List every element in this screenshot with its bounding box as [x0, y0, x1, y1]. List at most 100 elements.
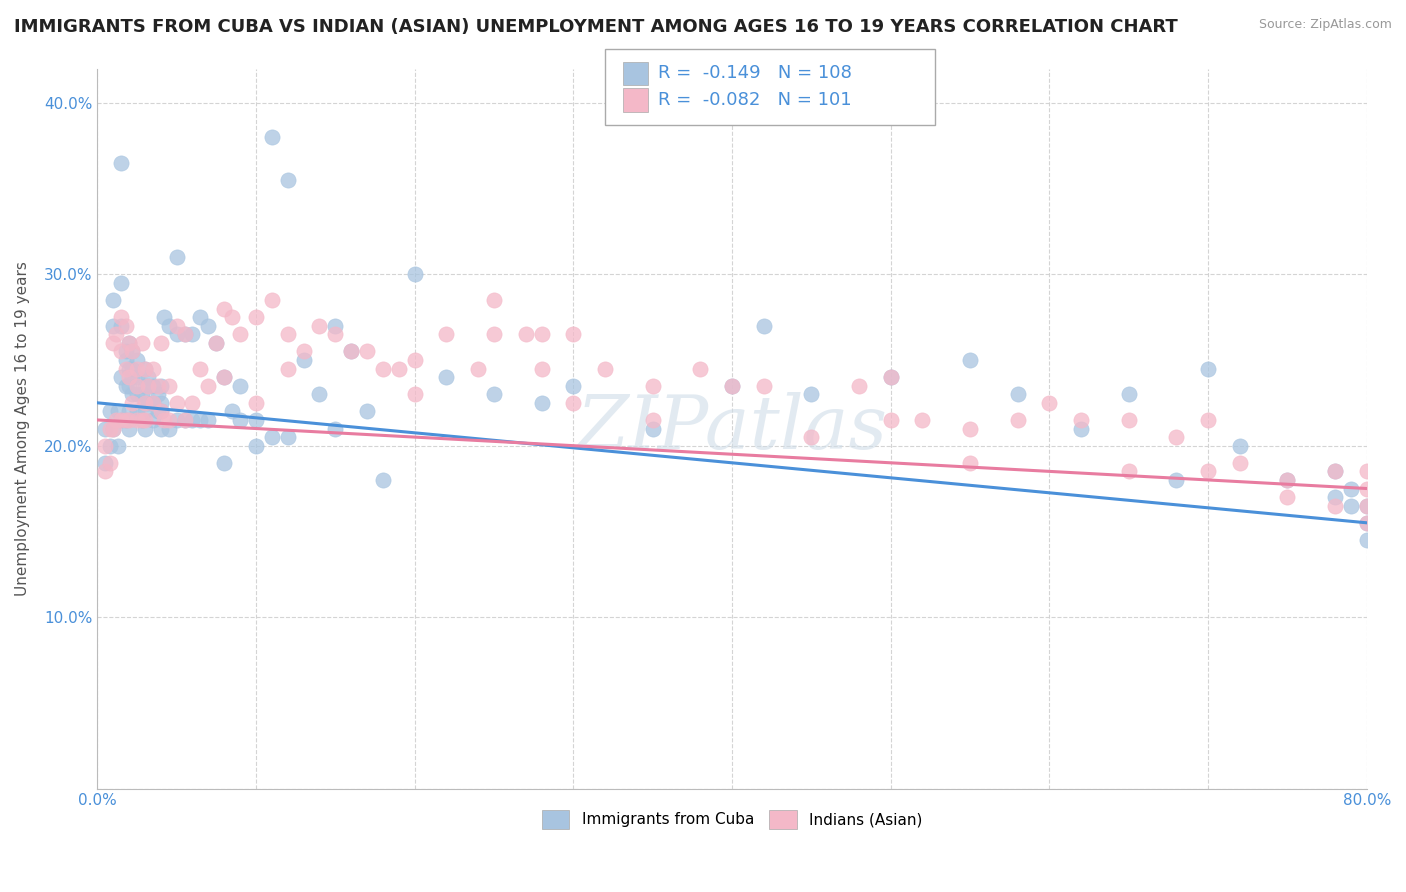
Point: [260, 430, 283, 444]
Point: [190, 361, 212, 376]
Point: [205, 335, 228, 350]
Point: [959, 353, 981, 368]
Point: [530, 361, 553, 376]
Point: [101, 293, 124, 307]
Point: [277, 173, 299, 187]
Point: [110, 156, 132, 170]
Point: [114, 353, 136, 368]
Point: [1324, 464, 1347, 478]
Point: [212, 456, 235, 470]
Point: [277, 430, 299, 444]
Point: [118, 361, 141, 376]
Point: [149, 404, 172, 418]
Point: [371, 361, 394, 376]
Point: [146, 378, 169, 392]
Point: [530, 396, 553, 410]
Point: [142, 396, 165, 410]
Point: [212, 370, 235, 384]
Point: [1355, 516, 1378, 530]
Point: [110, 413, 132, 427]
Point: [1355, 464, 1378, 478]
Point: [134, 361, 156, 376]
Point: [911, 413, 934, 427]
Point: [166, 413, 188, 427]
Point: [752, 318, 775, 333]
Point: [800, 387, 823, 401]
Point: [1118, 464, 1140, 478]
Point: [118, 335, 141, 350]
Point: [121, 361, 143, 376]
Point: [308, 318, 330, 333]
Point: [1197, 361, 1219, 376]
Point: [157, 421, 180, 435]
Point: [181, 396, 204, 410]
Point: [136, 378, 159, 392]
Point: [125, 387, 148, 401]
Point: [110, 344, 132, 359]
Point: [1229, 456, 1251, 470]
Point: [277, 327, 299, 342]
Point: [136, 378, 159, 392]
Point: [110, 276, 132, 290]
Point: [562, 378, 585, 392]
Point: [114, 318, 136, 333]
Point: [880, 370, 903, 384]
Point: [1355, 516, 1378, 530]
Point: [1277, 490, 1299, 504]
Point: [146, 404, 169, 418]
Point: [1229, 439, 1251, 453]
Point: [142, 361, 165, 376]
Point: [98, 421, 121, 435]
Point: [959, 421, 981, 435]
Point: [1166, 473, 1188, 487]
Point: [190, 310, 212, 324]
Point: [173, 413, 195, 427]
Point: [173, 413, 195, 427]
Point: [157, 378, 180, 392]
Point: [593, 361, 616, 376]
Point: [134, 404, 156, 418]
Point: [142, 378, 165, 392]
Point: [641, 421, 664, 435]
Text: R =  -0.082   N = 101: R = -0.082 N = 101: [658, 91, 852, 109]
Point: [880, 370, 903, 384]
Point: [121, 344, 143, 359]
Point: [125, 353, 148, 368]
Point: [515, 327, 537, 342]
Point: [641, 413, 664, 427]
Point: [134, 421, 156, 435]
Point: [134, 396, 156, 410]
Point: [959, 456, 981, 470]
Point: [1340, 499, 1362, 513]
Point: [153, 310, 176, 324]
Point: [134, 361, 156, 376]
Point: [136, 370, 159, 384]
Point: [1355, 533, 1378, 547]
Point: [1324, 490, 1347, 504]
Point: [125, 370, 148, 384]
Point: [1324, 499, 1347, 513]
Point: [142, 413, 165, 427]
Point: [142, 396, 165, 410]
Point: [153, 413, 176, 427]
Point: [205, 335, 228, 350]
Point: [101, 318, 124, 333]
Point: [562, 396, 585, 410]
Point: [221, 310, 243, 324]
Point: [562, 327, 585, 342]
Point: [1324, 464, 1347, 478]
Point: [212, 301, 235, 316]
Point: [308, 387, 330, 401]
Point: [94, 456, 117, 470]
Point: [101, 421, 124, 435]
Point: [98, 456, 121, 470]
Legend: Immigrants from Cuba, Indians (Asian): Immigrants from Cuba, Indians (Asian): [536, 804, 928, 835]
Point: [245, 413, 267, 427]
Point: [134, 413, 156, 427]
Point: [323, 327, 346, 342]
Point: [1197, 464, 1219, 478]
Point: [323, 421, 346, 435]
Point: [94, 421, 117, 435]
Point: [434, 327, 457, 342]
Point: [118, 335, 141, 350]
